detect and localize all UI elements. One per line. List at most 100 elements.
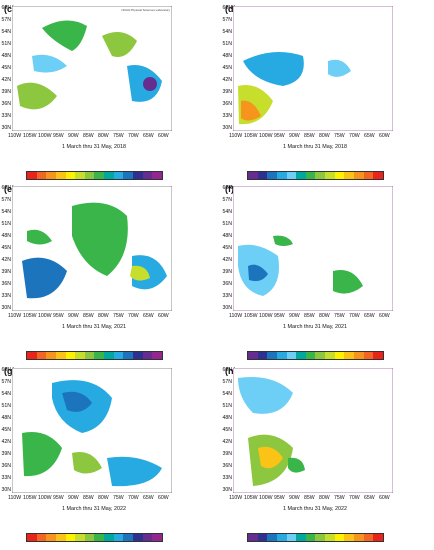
colorbar-swatch xyxy=(123,172,134,179)
colorbar-swatch xyxy=(94,352,105,359)
lon-tick-label: 90W xyxy=(68,495,79,501)
colorbar-swatch xyxy=(257,534,268,541)
colorbar xyxy=(26,351,163,360)
lon-tick-label: 95W xyxy=(274,133,285,139)
lon-tick-label: 110W xyxy=(229,133,243,139)
colorbar-swatch xyxy=(46,534,56,541)
lat-tick-label: 45N xyxy=(1,65,11,71)
lon-tick-label: 100W xyxy=(38,495,52,501)
colorbar-swatch xyxy=(36,534,47,541)
panel-label: (e) xyxy=(4,184,15,194)
panel-g: (g) 60N 57N 54N 51N 48N 45N 42N 39N 36N 33N 30N 110… xyxy=(1,366,209,546)
colorbar xyxy=(26,171,163,180)
lat-tick-label: 33N xyxy=(1,475,11,481)
lon-tick-label: 110W xyxy=(8,495,22,501)
colorbar-swatch xyxy=(65,352,76,359)
lat-tick-label: 48N xyxy=(222,415,232,421)
lat-tick-label: 30N xyxy=(222,305,232,311)
lon-tick-label: 75W xyxy=(113,133,124,139)
lon-tick-label: 110W xyxy=(229,313,243,319)
colorbar-swatch xyxy=(305,172,316,179)
lat-tick-label: 30N xyxy=(1,487,11,493)
panel-caption: 1 March thru 31 May, 2021 xyxy=(282,324,348,330)
lon-tick-label: 85W xyxy=(304,133,315,139)
lat-tick-label: 48N xyxy=(1,415,11,421)
colorbar-swatch xyxy=(325,534,335,541)
panel-label: (d) xyxy=(225,4,237,14)
credit-text: NOAA Physical Sciences Laboratory xyxy=(121,8,170,12)
colorbar-swatch xyxy=(94,534,105,541)
lat-tick-label: 51N xyxy=(222,41,232,47)
lon-tick-label: 90W xyxy=(68,133,79,139)
colorbar-swatch xyxy=(75,352,85,359)
lat-tick-label: 57N xyxy=(1,197,11,203)
lon-tick-label: 85W xyxy=(83,495,94,501)
colorbar xyxy=(26,533,163,542)
colorbar-swatch xyxy=(113,534,124,541)
lat-tick-label: 48N xyxy=(1,233,11,239)
lon-tick-label: 105W xyxy=(23,495,37,501)
lat-tick-label: 60N xyxy=(1,5,11,11)
colorbar-swatch xyxy=(334,172,345,179)
colorbar-swatch xyxy=(113,352,124,359)
colorbar-swatch xyxy=(46,352,56,359)
lon-tick-label: 110W xyxy=(8,133,22,139)
colorbar-swatch xyxy=(344,172,355,179)
lat-tick-label: 57N xyxy=(222,197,232,203)
colorbar-swatch xyxy=(286,534,297,541)
lat-tick-label: 54N xyxy=(222,29,232,35)
panel-label: (h) xyxy=(225,366,237,376)
lat-tick-label: 36N xyxy=(222,101,232,107)
anomaly-map xyxy=(12,368,172,493)
lat-tick-label: 45N xyxy=(222,245,232,251)
lat-tick-label: 45N xyxy=(222,65,232,71)
lon-tick-label: 95W xyxy=(53,313,64,319)
anomaly-map xyxy=(233,6,393,131)
lat-tick-label: 39N xyxy=(1,269,11,275)
lat-tick-label: 33N xyxy=(222,113,232,119)
lon-tick-label: 105W xyxy=(244,133,258,139)
lon-tick-label: 95W xyxy=(274,313,285,319)
colorbar-swatch xyxy=(142,172,153,179)
lon-tick-label: 75W xyxy=(334,495,345,501)
lon-tick-label: 80W xyxy=(319,313,330,319)
lat-tick-label: 30N xyxy=(1,305,11,311)
lat-tick-label: 60N xyxy=(222,5,232,11)
anomaly-map xyxy=(12,186,172,311)
lat-tick-label: 51N xyxy=(222,221,232,227)
lat-tick-label: 36N xyxy=(1,463,11,469)
colorbar-swatch xyxy=(104,352,114,359)
lon-tick-label: 75W xyxy=(113,313,124,319)
colorbar-swatch xyxy=(46,172,56,179)
lon-tick-label: 75W xyxy=(334,313,345,319)
colorbar-swatch xyxy=(267,534,277,541)
lon-tick-label: 70W xyxy=(349,495,360,501)
lon-tick-label: 105W xyxy=(23,133,37,139)
panel-label: (f) xyxy=(225,184,234,194)
colorbar-swatch xyxy=(248,534,258,541)
lon-tick-label: 65W xyxy=(364,313,375,319)
lon-tick-label: 95W xyxy=(274,495,285,501)
lat-tick-label: 54N xyxy=(1,209,11,215)
lon-tick-label: 110W xyxy=(8,313,22,319)
lon-tick-label: 75W xyxy=(334,133,345,139)
lon-tick-label: 65W xyxy=(143,133,154,139)
lon-tick-label: 105W xyxy=(244,313,258,319)
colorbar-swatch xyxy=(27,172,37,179)
lat-tick-label: 30N xyxy=(222,125,232,131)
colorbar-swatch xyxy=(123,534,134,541)
lon-tick-label: 75W xyxy=(113,495,124,501)
lat-tick-label: 60N xyxy=(222,185,232,191)
lon-tick-label: 60W xyxy=(379,133,390,139)
lat-tick-label: 51N xyxy=(1,41,11,47)
colorbar-swatch xyxy=(363,172,374,179)
lon-tick-label: 100W xyxy=(259,133,273,139)
panel-caption: 1 March thru 31 May, 2022 xyxy=(61,506,127,512)
panel-f: (f) 60N 57N 54N 51N 48N 45N 42N 39N 36N 33N 30N 110… xyxy=(222,184,430,364)
lon-tick-label: 60W xyxy=(379,495,390,501)
lon-tick-label: 90W xyxy=(289,133,300,139)
lat-tick-label: 39N xyxy=(222,269,232,275)
lat-tick-label: 57N xyxy=(222,17,232,23)
lon-tick-label: 100W xyxy=(259,313,273,319)
colorbar-swatch xyxy=(65,534,76,541)
